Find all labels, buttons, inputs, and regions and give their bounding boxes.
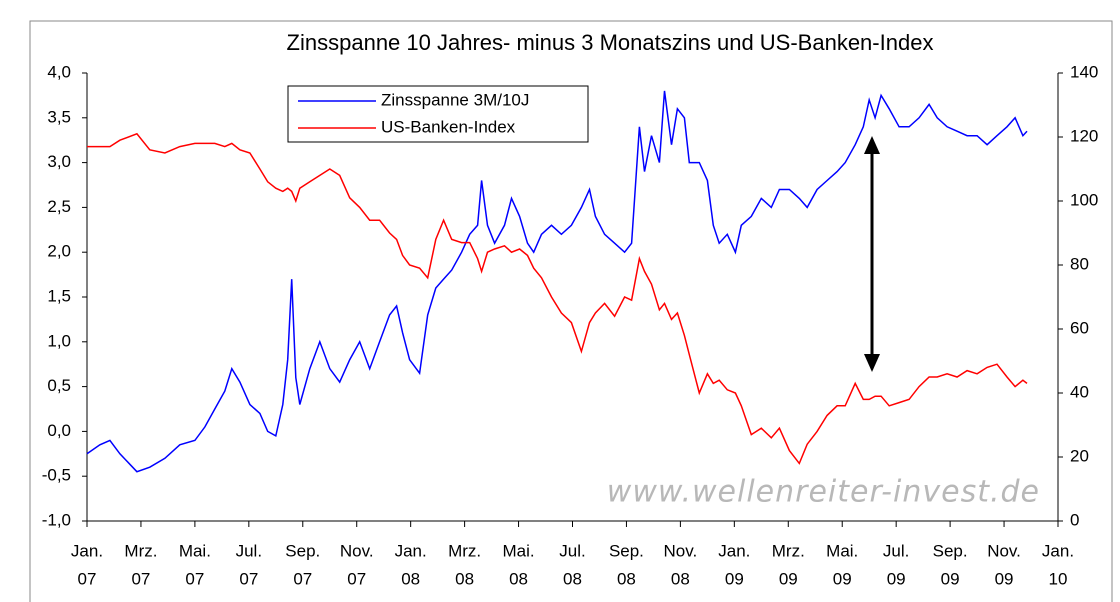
x-tick-label: Sep. [609, 541, 644, 560]
x-tick-label: 10 [1049, 569, 1068, 588]
x-tick-label: Mrz. [124, 541, 157, 560]
x-tick-label: Jul. [883, 541, 909, 560]
x-tick-label: Jan. [71, 541, 103, 560]
y-tick-label: 1,0 [47, 331, 71, 350]
x-tick-label: 09 [779, 569, 798, 588]
y2-tick-label: 60 [1070, 318, 1089, 337]
y-tick-label: 3,5 [47, 107, 71, 126]
x-tick-label: Nov. [340, 541, 374, 560]
legend-label: US-Banken-Index [381, 117, 516, 136]
y2-tick-label: 100 [1070, 190, 1098, 209]
x-tick-label: Mai. [179, 541, 211, 560]
y2-tick-label: 0 [1070, 510, 1079, 529]
x-tick-label: Mrz. [772, 541, 805, 560]
x-tick-label: Sep. [285, 541, 320, 560]
x-tick-label: Nov. [664, 541, 698, 560]
x-tick-label: Jul. [236, 541, 262, 560]
x-tick-label: 07 [78, 569, 97, 588]
watermark: www.wellenreiter-invest.de [607, 475, 1040, 510]
legend [287, 85, 589, 143]
x-tick-label: Mai. [502, 541, 534, 560]
x-tick-label: 07 [185, 569, 204, 588]
y-tick-label: 2,5 [47, 197, 71, 216]
y-tick-label: 2,0 [47, 242, 71, 261]
legend-label: Zinsspanne 3M/10J [381, 90, 529, 109]
x-tick-label: Jan. [395, 541, 427, 560]
series-line [86, 90, 1028, 473]
x-tick-label: Jul. [559, 541, 585, 560]
x-tick-label: 08 [509, 569, 528, 588]
x-tick-label: 07 [239, 569, 258, 588]
y2-tick-label: 80 [1070, 254, 1089, 273]
x-tick-label: 09 [887, 569, 906, 588]
x-tick-label: 08 [401, 569, 420, 588]
chart-title: Zinsspanne 10 Jahres- minus 3 Monatszins… [287, 30, 934, 55]
y-tick-label: 4,0 [47, 62, 71, 81]
y2-tick-label: 20 [1070, 446, 1089, 465]
y-tick-label: -0,5 [42, 466, 71, 485]
x-tick-label: 07 [347, 569, 366, 588]
y2-tick-label: 40 [1070, 382, 1089, 401]
y-tick-label: -1,0 [42, 510, 71, 529]
x-tick-label: 09 [941, 569, 960, 588]
x-tick-label: 09 [995, 569, 1014, 588]
x-tick-label: 09 [725, 569, 744, 588]
y-tick-label: 0,0 [47, 421, 71, 440]
x-tick-label: 08 [563, 569, 582, 588]
x-tick-label: 08 [455, 569, 474, 588]
x-tick-label: 07 [131, 569, 150, 588]
x-tick-label: Mrz. [448, 541, 481, 560]
y-tick-label: 1,5 [47, 286, 71, 305]
x-tick-label: 09 [833, 569, 852, 588]
y-tick-label: 0,5 [47, 376, 71, 395]
x-tick-label: 08 [617, 569, 636, 588]
x-tick-label: 07 [293, 569, 312, 588]
series-line [87, 132, 1028, 465]
x-tick-label: 08 [671, 569, 690, 588]
x-tick-label: Jan. [718, 541, 750, 560]
y2-tick-label: 140 [1070, 62, 1098, 81]
y-tick-label: 3,0 [47, 152, 71, 171]
x-tick-label: Nov. [987, 541, 1021, 560]
arrow [864, 136, 880, 372]
x-tick-label: Jan. [1042, 541, 1074, 560]
x-tick-label: Sep. [933, 541, 968, 560]
y2-tick-label: 120 [1070, 126, 1098, 145]
x-tick-label: Mai. [826, 541, 858, 560]
